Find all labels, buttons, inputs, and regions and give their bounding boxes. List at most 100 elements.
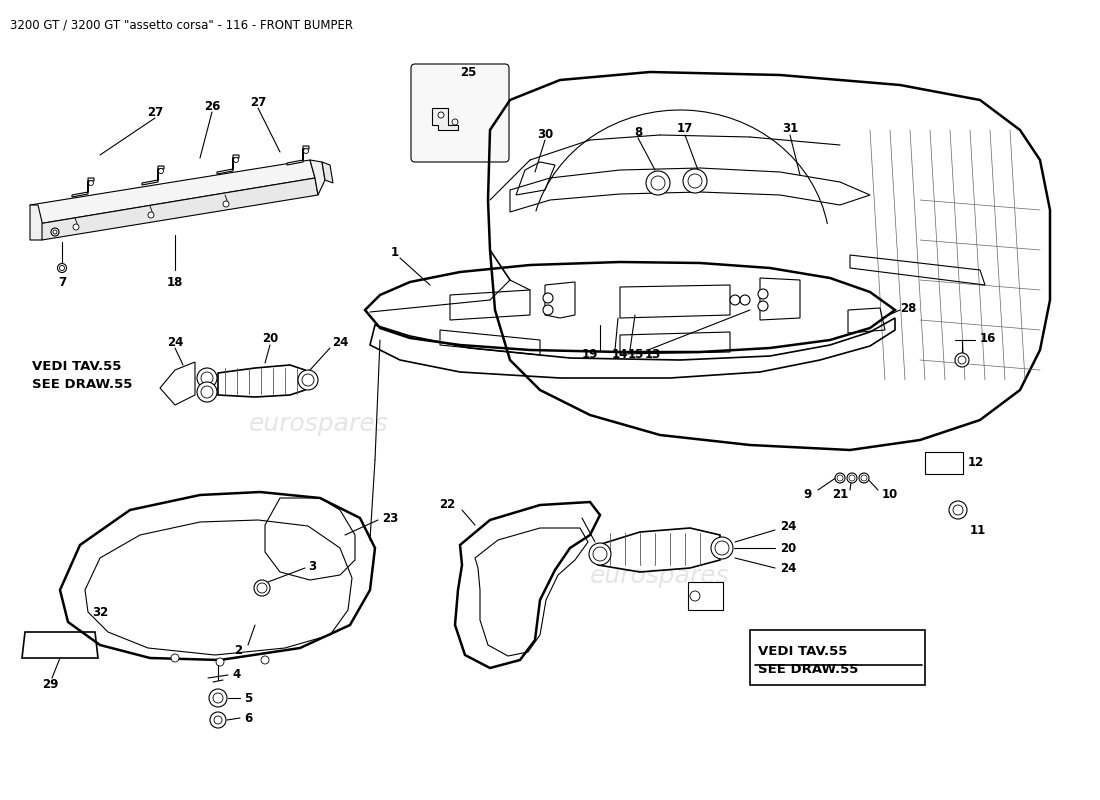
Polygon shape xyxy=(30,205,42,240)
Text: SEE DRAW.55: SEE DRAW.55 xyxy=(32,378,132,391)
Polygon shape xyxy=(72,178,94,197)
Text: 10: 10 xyxy=(882,489,899,502)
Circle shape xyxy=(197,382,217,402)
Circle shape xyxy=(51,228,59,236)
Text: 6: 6 xyxy=(244,711,252,725)
Circle shape xyxy=(740,295,750,305)
Circle shape xyxy=(261,656,270,664)
Polygon shape xyxy=(217,155,239,174)
Text: 30: 30 xyxy=(537,127,553,141)
Text: 14: 14 xyxy=(612,349,628,362)
Circle shape xyxy=(953,505,962,515)
Circle shape xyxy=(209,689,227,707)
Text: 1: 1 xyxy=(390,246,399,258)
Circle shape xyxy=(758,289,768,299)
Circle shape xyxy=(543,305,553,315)
Circle shape xyxy=(57,263,66,273)
Text: 24: 24 xyxy=(332,335,349,349)
Text: 12: 12 xyxy=(968,455,984,469)
Circle shape xyxy=(949,501,967,519)
Text: 26: 26 xyxy=(204,99,220,113)
Polygon shape xyxy=(39,178,318,240)
Circle shape xyxy=(588,543,610,565)
Circle shape xyxy=(223,201,229,207)
Circle shape xyxy=(201,372,213,384)
Circle shape xyxy=(690,591,700,601)
Circle shape xyxy=(683,169,707,193)
Text: VEDI TAV.55: VEDI TAV.55 xyxy=(32,360,121,373)
Text: 17: 17 xyxy=(676,122,693,135)
Polygon shape xyxy=(142,166,164,185)
Text: 27: 27 xyxy=(250,95,266,109)
Circle shape xyxy=(88,181,94,186)
Text: 11: 11 xyxy=(970,523,987,537)
Text: 27: 27 xyxy=(147,106,163,118)
Text: 24: 24 xyxy=(780,562,796,574)
Circle shape xyxy=(835,473,845,483)
Circle shape xyxy=(59,266,65,270)
Text: 8: 8 xyxy=(634,126,642,138)
Circle shape xyxy=(213,693,223,703)
Bar xyxy=(688,582,723,610)
Circle shape xyxy=(214,716,222,724)
Circle shape xyxy=(298,370,318,390)
Circle shape xyxy=(847,473,857,483)
Circle shape xyxy=(197,368,217,388)
Text: 28: 28 xyxy=(900,302,916,314)
Polygon shape xyxy=(432,108,458,130)
Text: 24: 24 xyxy=(780,521,796,534)
Text: 23: 23 xyxy=(382,511,398,525)
Text: eurospares: eurospares xyxy=(250,412,388,436)
Polygon shape xyxy=(322,162,333,183)
Circle shape xyxy=(233,158,239,162)
Circle shape xyxy=(73,224,79,230)
FancyBboxPatch shape xyxy=(411,64,509,162)
Circle shape xyxy=(688,174,702,188)
Text: 9: 9 xyxy=(804,489,812,502)
Text: VEDI TAV.55: VEDI TAV.55 xyxy=(758,645,847,658)
Circle shape xyxy=(216,658,224,666)
Text: 20: 20 xyxy=(262,333,278,346)
Circle shape xyxy=(201,386,213,398)
Polygon shape xyxy=(287,146,309,165)
Circle shape xyxy=(849,475,855,481)
Text: eurospares: eurospares xyxy=(591,564,729,588)
Text: 15: 15 xyxy=(628,349,645,362)
Circle shape xyxy=(452,119,458,125)
Text: 5: 5 xyxy=(244,691,252,705)
Text: 32: 32 xyxy=(91,606,108,618)
Circle shape xyxy=(257,583,267,593)
Bar xyxy=(750,630,925,685)
Circle shape xyxy=(958,356,966,364)
Circle shape xyxy=(646,171,670,195)
Circle shape xyxy=(158,169,164,174)
Text: 31: 31 xyxy=(782,122,799,135)
Polygon shape xyxy=(310,160,324,195)
Text: 25: 25 xyxy=(460,66,476,78)
Circle shape xyxy=(837,475,843,481)
Circle shape xyxy=(543,293,553,303)
Polygon shape xyxy=(30,160,315,224)
Text: 3200 GT / 3200 GT "assetto corsa" - 116 - FRONT BUMPER: 3200 GT / 3200 GT "assetto corsa" - 116 … xyxy=(10,18,353,31)
Circle shape xyxy=(254,580,270,596)
Text: SEE DRAW.55: SEE DRAW.55 xyxy=(758,663,858,676)
Circle shape xyxy=(593,547,607,561)
Circle shape xyxy=(715,541,729,555)
Text: 29: 29 xyxy=(42,678,58,691)
Circle shape xyxy=(955,353,969,367)
Text: 19: 19 xyxy=(582,349,598,362)
Circle shape xyxy=(148,212,154,218)
Circle shape xyxy=(861,475,867,481)
Circle shape xyxy=(711,537,733,559)
Text: 3: 3 xyxy=(308,559,316,573)
Circle shape xyxy=(53,230,57,234)
Circle shape xyxy=(651,176,666,190)
Circle shape xyxy=(438,112,444,118)
Circle shape xyxy=(302,374,313,386)
Text: 20: 20 xyxy=(780,542,796,554)
Text: 18: 18 xyxy=(167,275,184,289)
Circle shape xyxy=(859,473,869,483)
Text: 4: 4 xyxy=(232,669,240,682)
Circle shape xyxy=(758,301,768,311)
Circle shape xyxy=(210,712,225,728)
